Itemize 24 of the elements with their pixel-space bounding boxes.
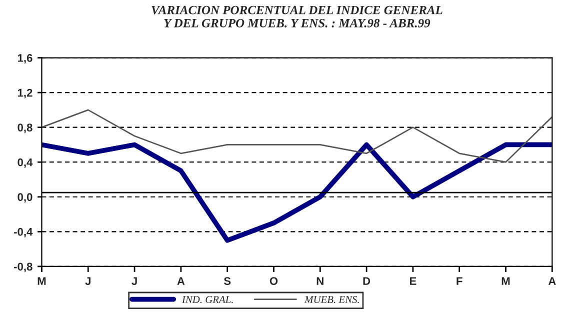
x-tick-label: D — [363, 277, 370, 285]
x-tick-label: E — [410, 277, 416, 285]
x-tick-label: A — [548, 277, 556, 285]
y-tick-label: 1,2 — [18, 88, 32, 98]
x-tick-label: J — [132, 277, 137, 286]
x-tick-label: A — [177, 277, 185, 285]
legend-label: MUEB. ENS. — [304, 296, 359, 304]
line-series — [42, 109, 552, 163]
x-tick-label: N — [316, 277, 324, 285]
y-tick-label: -0,8 — [14, 262, 32, 272]
y-tick-label: 0,4 — [18, 158, 33, 168]
y-tick-label: 0,0 — [18, 193, 32, 203]
x-tick-label: S — [224, 277, 231, 286]
y-tick-label: 1,6 — [18, 54, 32, 64]
y-tick-label: -0,4 — [14, 228, 33, 238]
line-series — [42, 142, 552, 243]
legend-label: IND. GRAL. — [182, 296, 233, 304]
x-tick-label: J — [85, 277, 90, 286]
x-tick-label: M — [38, 277, 46, 285]
x-tick-label: M — [502, 277, 510, 285]
chart-title: VARIACION PORCENTUAL DEL INDICE GENERAL Y DEL GRUPO MUEB. Y ENS. : MAY.98 - ABR.99 — [152, 6, 442, 28]
y-tick-label: 0,8 — [18, 124, 32, 134]
x-tick-label: O — [270, 277, 278, 286]
x-tick-label: F — [456, 277, 462, 285]
